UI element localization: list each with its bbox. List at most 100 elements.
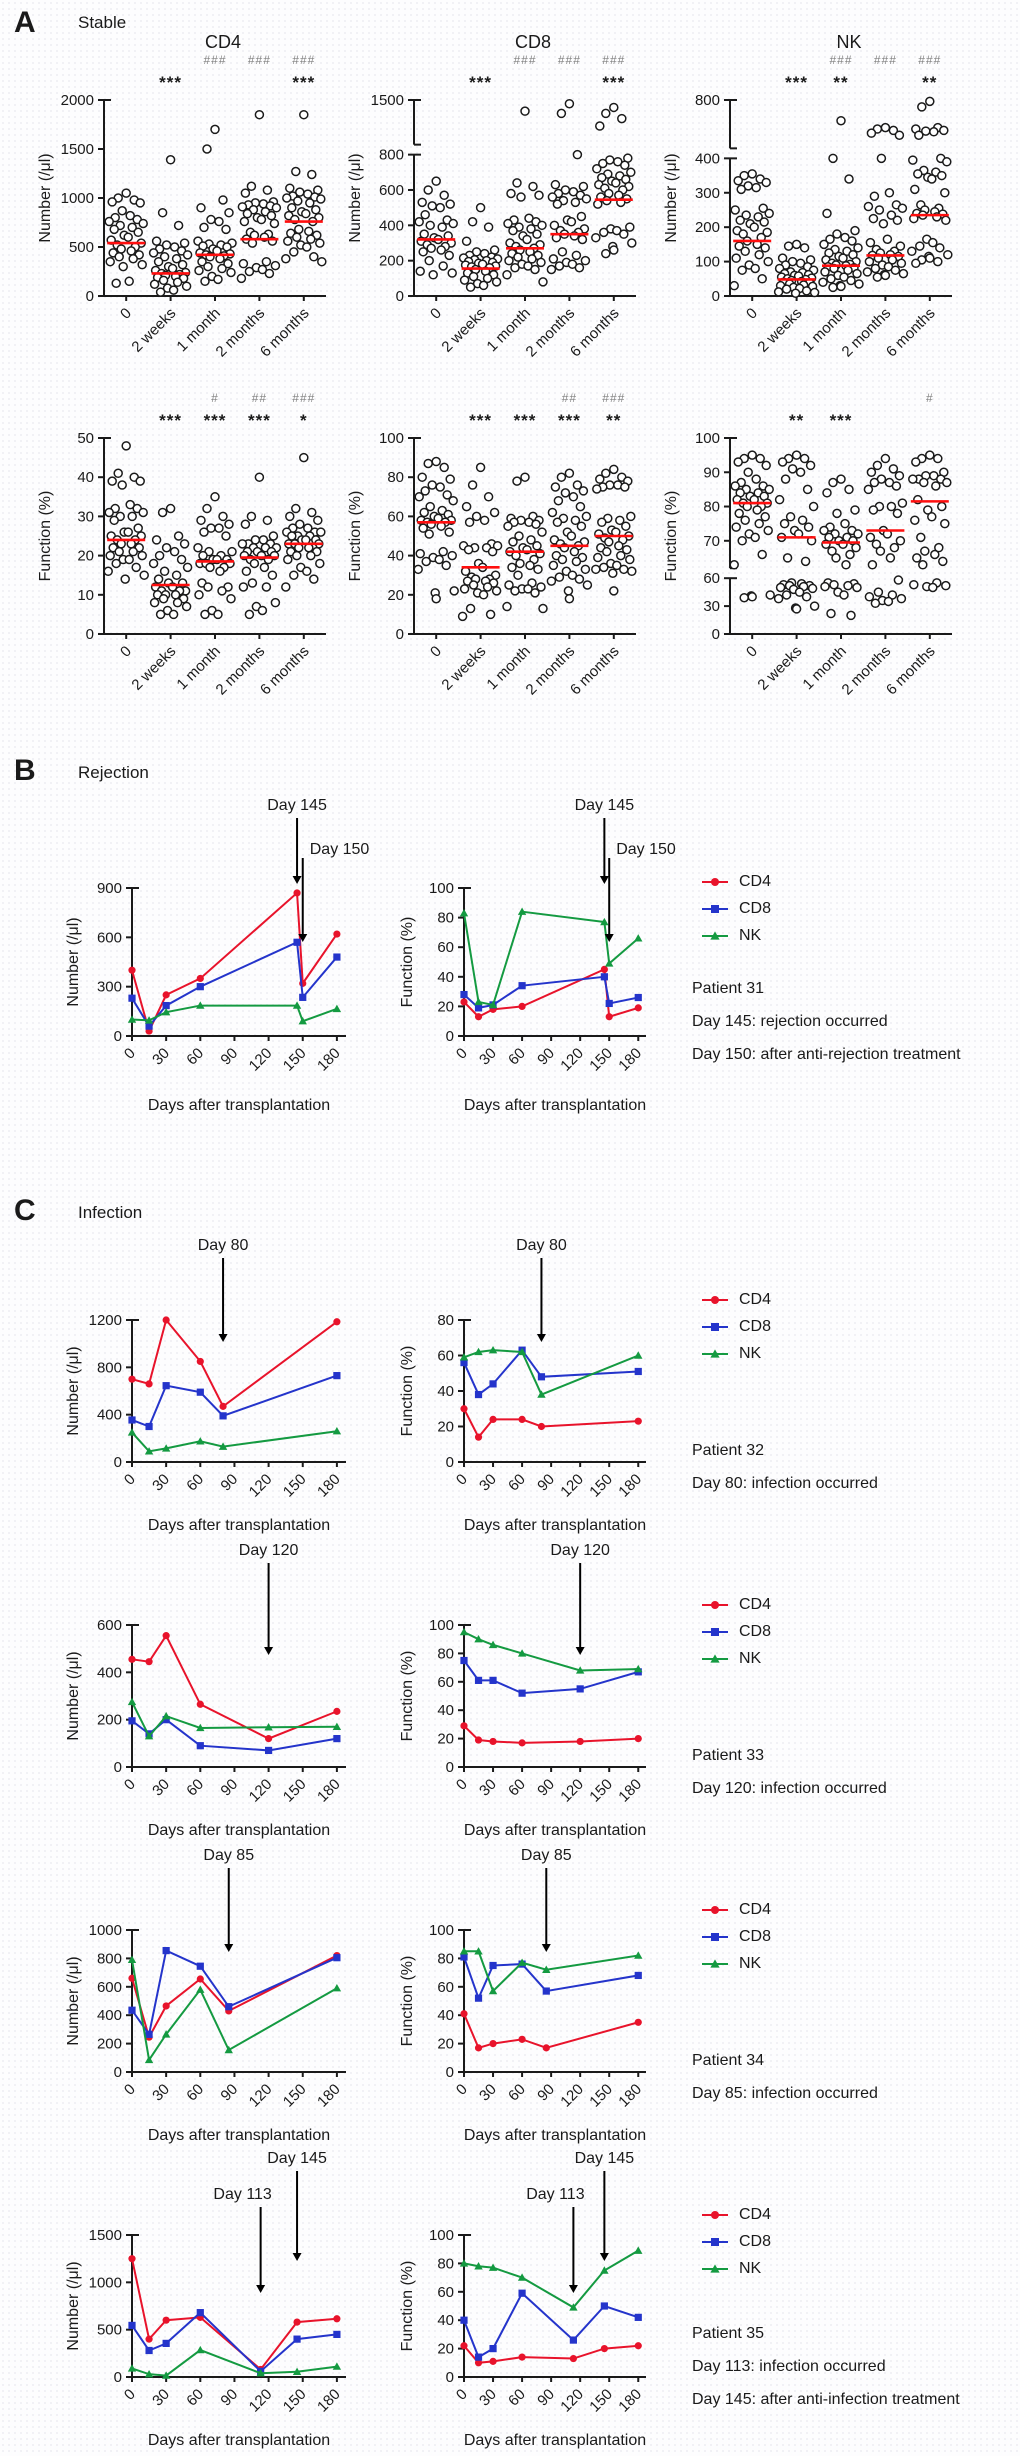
legend-label: CD8	[739, 1317, 772, 1335]
legend-label: CD8	[739, 1927, 772, 1945]
svg-text:180: 180	[615, 1045, 645, 1075]
svg-text:Day 120: Day 120	[239, 1542, 299, 1559]
svg-text:0: 0	[114, 2064, 122, 2081]
svg-text:###: ###	[558, 53, 581, 67]
svg-text:***: ***	[159, 73, 182, 92]
legend-item-cd8: CD8	[700, 1313, 771, 1340]
svg-text:80: 80	[703, 499, 720, 516]
svg-text:Number (/μl): Number (/μl)	[65, 1956, 82, 2045]
svg-text:600: 600	[97, 929, 122, 946]
svg-text:150: 150	[586, 1471, 616, 1501]
svg-text:30: 30	[149, 2081, 173, 2105]
svg-text:900: 900	[97, 880, 122, 897]
svg-text:120: 120	[246, 1471, 276, 1501]
legend-item-nk: NK	[700, 922, 771, 949]
svg-text:Day 113: Day 113	[526, 2186, 585, 2203]
svg-text:70: 70	[703, 533, 720, 550]
svg-text:90: 90	[703, 464, 720, 481]
svg-text:150: 150	[280, 1045, 310, 1075]
svg-text:Day 145: Day 145	[267, 2150, 327, 2167]
svg-text:400: 400	[97, 2007, 122, 2024]
svg-text:0: 0	[121, 1471, 139, 1489]
svg-text:60: 60	[437, 1674, 454, 1691]
svg-text:0: 0	[453, 1776, 471, 1794]
svg-text:Day 150: Day 150	[310, 841, 370, 858]
svg-text:**: **	[789, 411, 804, 430]
svg-text:***: ***	[469, 411, 492, 430]
svg-text:120: 120	[246, 1045, 276, 1075]
legend-item-cd4: CD4	[700, 1591, 771, 1618]
note-line: Patient 35	[692, 2325, 765, 2342]
svg-text:**: **	[833, 73, 848, 92]
svg-text:6 months: 6 months	[257, 305, 313, 361]
svg-text:Days after transplantation: Days after transplantation	[148, 1517, 330, 1534]
svg-text:Number (/μl): Number (/μl)	[65, 2261, 82, 2350]
svg-text:80: 80	[437, 1312, 454, 1329]
svg-text:***: ***	[204, 411, 227, 430]
svg-text:100: 100	[429, 1617, 454, 1634]
legend-marker-circle-icon	[702, 877, 728, 886]
svg-text:Day 113: Day 113	[213, 2186, 272, 2203]
svg-text:150: 150	[586, 1045, 616, 1075]
svg-text:Function (%): Function (%)	[399, 917, 416, 1008]
svg-text:Day 120: Day 120	[550, 1542, 610, 1559]
note-line: Day 113: infection occurred	[692, 2358, 886, 2375]
svg-text:Days after transplantation: Days after transplantation	[464, 1517, 646, 1534]
svg-text:30: 30	[149, 2386, 173, 2410]
svg-text:90: 90	[217, 1045, 241, 1069]
svg-text:0: 0	[453, 1045, 471, 1063]
note-line: Day 85: infection occurred	[692, 2085, 878, 2102]
svg-text:CD4: CD4	[205, 32, 241, 52]
svg-text:150: 150	[586, 2081, 616, 2111]
svg-text:600: 600	[97, 1617, 122, 1634]
svg-text:1000: 1000	[89, 2274, 122, 2291]
svg-text:#: #	[211, 391, 219, 405]
svg-text:0: 0	[117, 305, 135, 323]
legend-label: NK	[739, 2259, 762, 2277]
svg-text:0: 0	[427, 643, 445, 661]
svg-text:30: 30	[149, 1045, 173, 1069]
svg-text:###: ###	[292, 53, 315, 67]
legend-marker-square-icon	[702, 904, 728, 913]
svg-text:40: 40	[437, 1383, 454, 1400]
svg-text:60: 60	[437, 2284, 454, 2301]
svg-text:40: 40	[387, 548, 404, 565]
svg-text:Days after transplantation: Days after transplantation	[464, 1822, 646, 1839]
legend-marker-triangle-icon	[702, 1348, 728, 1358]
svg-text:10: 10	[77, 587, 94, 604]
note-line: Patient 31	[692, 980, 765, 997]
legend-marker-square-icon	[702, 1322, 728, 1331]
legend-item-cd8: CD8	[700, 1923, 771, 1950]
svg-text:1500: 1500	[61, 141, 94, 158]
svg-text:60: 60	[505, 2081, 529, 2105]
svg-text:100: 100	[429, 880, 454, 897]
svg-text:500: 500	[69, 239, 94, 256]
svg-text:50: 50	[77, 430, 94, 447]
svg-text:80: 80	[387, 469, 404, 486]
svg-text:20: 20	[437, 1731, 454, 1748]
svg-text:60: 60	[437, 1979, 454, 1996]
svg-text:0: 0	[114, 1759, 122, 1776]
svg-text:60: 60	[183, 2081, 207, 2105]
svg-text:800: 800	[97, 1950, 122, 1967]
legend-label: CD4	[739, 872, 772, 890]
svg-text:60: 60	[183, 2386, 207, 2410]
svg-text:30: 30	[476, 1776, 500, 1800]
panel-a-title: Stable	[78, 13, 127, 32]
svg-text:30: 30	[149, 1471, 173, 1495]
legend-patient-32: CD4 CD8 NK	[700, 1286, 771, 1367]
svg-text:90: 90	[217, 1776, 241, 1800]
legend-marker-triangle-icon	[702, 930, 728, 940]
svg-text:180: 180	[615, 1471, 645, 1501]
svg-text:***: ***	[558, 411, 581, 430]
svg-text:150: 150	[280, 1776, 310, 1806]
svg-text:Number (/μl): Number (/μl)	[663, 153, 680, 242]
svg-text:0: 0	[453, 2081, 471, 2099]
svg-text:###: ###	[602, 391, 625, 405]
svg-text:6 months: 6 months	[883, 305, 939, 361]
svg-text:120: 120	[246, 2386, 276, 2416]
svg-text:***: ***	[602, 73, 625, 92]
